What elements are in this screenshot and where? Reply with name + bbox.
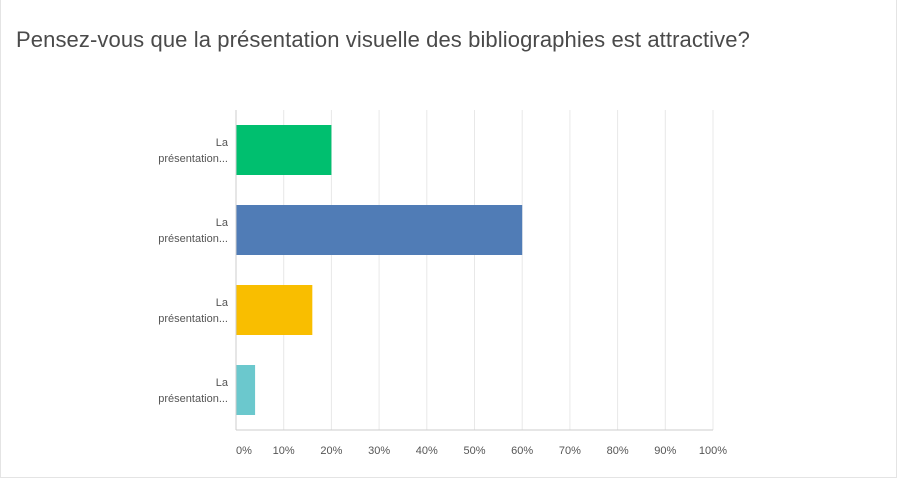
x-tick-label: 60%: [511, 445, 533, 457]
category-label-line: La: [216, 217, 229, 229]
x-tick-label: 40%: [416, 445, 438, 457]
axes: [235, 110, 713, 431]
category-label: La présentation...: [158, 377, 229, 405]
category-label-line: présentation...: [158, 233, 228, 245]
bar[interactable]: [236, 205, 523, 255]
x-tick-label: 100%: [699, 445, 727, 457]
x-tick-label: 30%: [368, 445, 390, 457]
category-label-line: La: [216, 137, 229, 149]
category-label: La présentation...: [158, 137, 229, 165]
bar[interactable]: [236, 365, 256, 415]
x-tick-label: 80%: [607, 445, 629, 457]
category-label: La présentation...: [158, 217, 229, 245]
category-label-line: présentation...: [158, 313, 228, 325]
grid-lines: [283, 110, 714, 430]
category-label-line: présentation...: [158, 153, 228, 165]
x-tick-labels: 0% 10% 20% 30% 40% 50% 60% 70% 80% 90% 100%: [236, 445, 727, 457]
category-label: La présentation...: [158, 297, 229, 325]
category-label-line: présentation...: [158, 393, 228, 405]
category-label-line: La: [216, 297, 229, 309]
x-tick-label: 70%: [559, 445, 581, 457]
category-label-line: La: [216, 377, 229, 389]
bar[interactable]: [236, 125, 332, 175]
question-title: Pensez-vous que la présentation visuelle…: [16, 27, 750, 52]
x-tick-label: 50%: [463, 445, 485, 457]
bars: [236, 125, 523, 415]
x-tick-label: 90%: [654, 445, 676, 457]
x-tick-label: 0%: [236, 445, 252, 457]
bar[interactable]: [236, 285, 313, 335]
x-tick-label: 20%: [320, 445, 342, 457]
category-labels: La présentation... La présentation... La prés…: [158, 137, 229, 405]
x-tick-label: 10%: [273, 445, 295, 457]
